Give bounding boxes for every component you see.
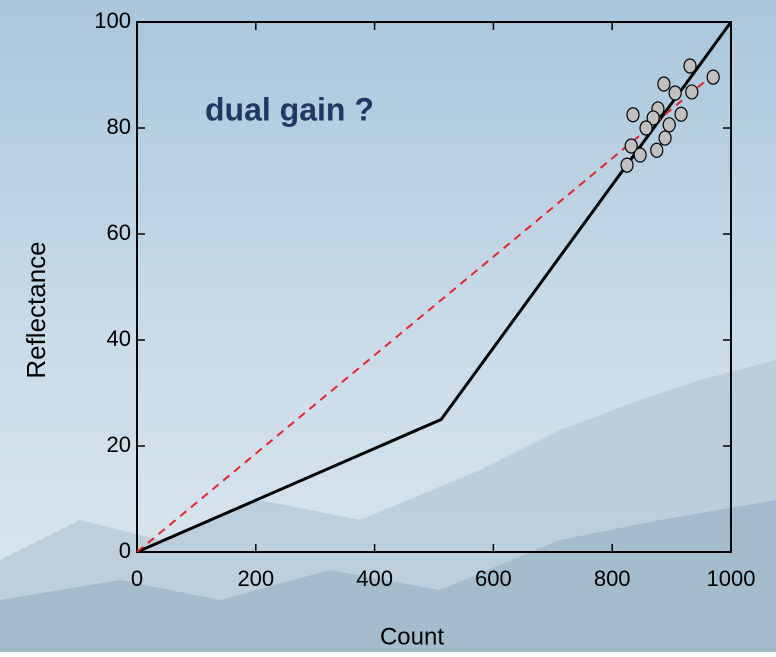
- x-tick-label: 400: [356, 566, 393, 591]
- scatter-point: [633, 147, 647, 163]
- scatter-point: [646, 110, 660, 126]
- y-tick-label: 100: [94, 8, 131, 33]
- y-tick-label: 60: [107, 220, 131, 245]
- scatter-point: [620, 157, 634, 173]
- x-axis-label: Count: [380, 623, 444, 650]
- scatter-point: [683, 58, 697, 74]
- mountains-near: [0, 500, 776, 652]
- y-tick-label: 0: [119, 538, 131, 563]
- y-tick-label: 80: [107, 114, 131, 139]
- scatter-point: [650, 142, 664, 158]
- x-tick-label: 800: [594, 566, 631, 591]
- y-tick-label: 20: [107, 432, 131, 457]
- annotation: dual gain ?: [205, 91, 374, 127]
- scatter-point: [624, 138, 638, 154]
- scatter-point: [658, 130, 672, 146]
- x-tick-label: 200: [237, 566, 274, 591]
- scatter-point: [639, 120, 653, 136]
- y-tick-label: 40: [107, 326, 131, 351]
- scatter-point: [657, 76, 671, 92]
- x-tick-label: 600: [475, 566, 512, 591]
- scatter-point: [626, 107, 640, 123]
- x-tick-label: 1000: [707, 566, 756, 591]
- x-tick-label: 0: [131, 566, 143, 591]
- scatter-point: [706, 69, 720, 85]
- scatter-point: [662, 117, 676, 133]
- scatter-point: [674, 106, 688, 122]
- scatter-point: [685, 84, 699, 100]
- y-axis-label: Reflectance: [21, 241, 51, 378]
- plot-frame: [136, 21, 732, 553]
- scatter-point: [668, 85, 682, 101]
